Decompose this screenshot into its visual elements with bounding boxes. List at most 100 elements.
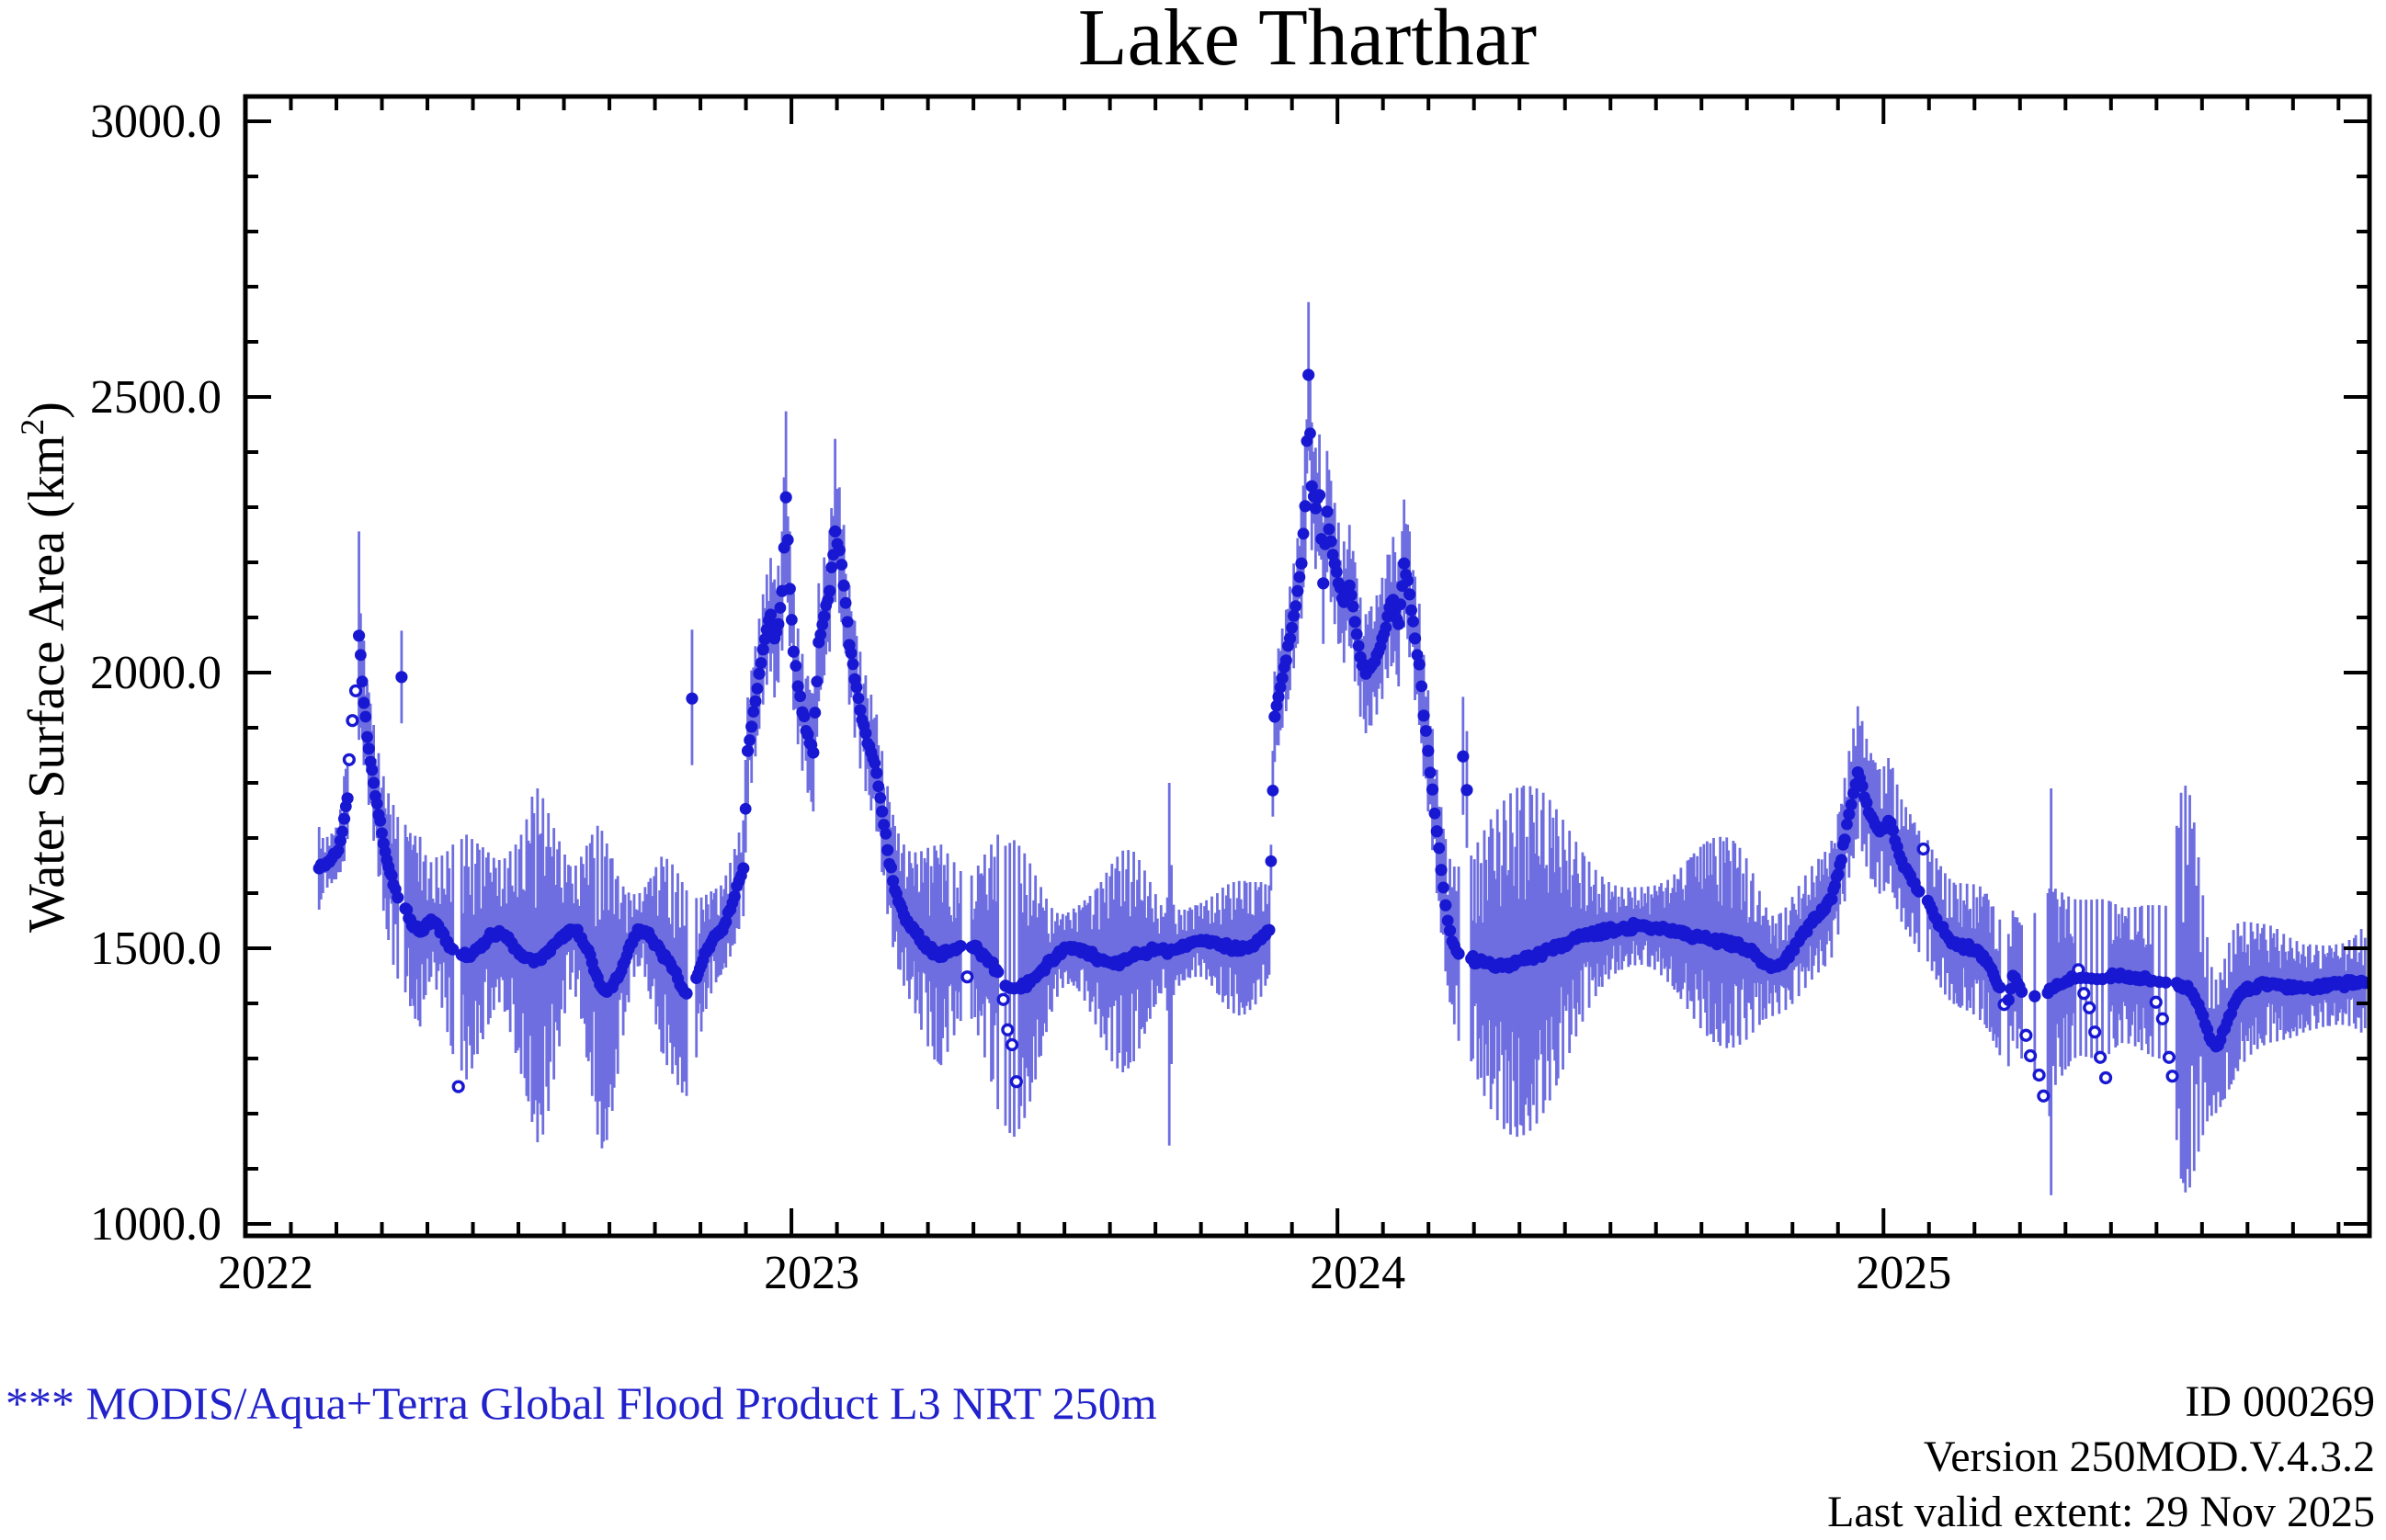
data-point bbox=[1267, 784, 1279, 797]
data-point bbox=[1422, 744, 1435, 757]
data-point bbox=[377, 837, 390, 850]
data-point bbox=[1994, 980, 2006, 994]
data-point bbox=[1332, 577, 1345, 590]
data-point bbox=[1279, 654, 1292, 667]
data-point bbox=[2197, 1009, 2210, 1022]
x-tick-label: 2025 bbox=[1856, 1247, 1951, 1299]
data-point bbox=[1819, 902, 1832, 915]
data-point bbox=[2218, 1022, 2232, 1036]
data-point bbox=[665, 962, 679, 975]
x-tick-label: 2023 bbox=[764, 1247, 859, 1299]
data-point bbox=[790, 660, 802, 673]
data-point bbox=[1825, 892, 1838, 906]
data-point bbox=[852, 692, 865, 705]
data-point bbox=[892, 895, 905, 908]
data-point bbox=[1402, 574, 1415, 587]
data-point bbox=[779, 491, 792, 504]
data-point bbox=[1323, 523, 1335, 536]
data-point bbox=[1290, 600, 1302, 613]
data-point bbox=[756, 643, 769, 656]
data-point bbox=[1832, 867, 1845, 881]
data-point bbox=[1443, 924, 1457, 937]
data-point bbox=[1786, 944, 1799, 957]
data-point bbox=[1841, 818, 1853, 831]
data-point bbox=[1891, 840, 1903, 854]
data-point bbox=[807, 746, 820, 759]
data-point bbox=[872, 780, 885, 793]
data-point bbox=[839, 596, 852, 609]
data-point bbox=[686, 692, 699, 705]
data-point bbox=[1381, 610, 1394, 623]
data-point bbox=[1921, 894, 1934, 907]
data-point bbox=[585, 956, 598, 969]
data-point bbox=[1439, 899, 1452, 912]
data-point bbox=[751, 682, 764, 695]
data-point bbox=[739, 802, 752, 815]
data-point bbox=[764, 608, 778, 621]
data-point bbox=[1860, 796, 1873, 810]
data-point bbox=[1291, 584, 1304, 597]
data-point bbox=[1845, 798, 1858, 811]
data-point bbox=[833, 544, 846, 557]
data-point-open bbox=[1005, 1037, 1019, 1052]
data-point bbox=[617, 957, 630, 970]
data-point bbox=[876, 805, 889, 818]
data-point bbox=[1268, 710, 1281, 723]
data-point-open bbox=[342, 753, 356, 766]
data-point bbox=[809, 707, 822, 719]
data-point bbox=[869, 757, 881, 769]
data-point bbox=[1417, 709, 1430, 722]
data-point bbox=[2192, 998, 2205, 1011]
y-tick-label: 3000.0 bbox=[90, 96, 222, 148]
y-axis-title-superscript: 2 bbox=[14, 418, 51, 436]
product-source-label: *** MODIS/Aqua+Terra Global Flood Produc… bbox=[6, 1377, 1157, 1429]
data-point bbox=[1426, 783, 1439, 796]
data-point-open bbox=[2165, 1070, 2179, 1083]
data-point bbox=[720, 915, 733, 928]
data-point bbox=[447, 943, 460, 956]
data-point bbox=[723, 903, 737, 916]
data-point bbox=[829, 525, 842, 538]
data-point bbox=[395, 671, 408, 684]
data-point bbox=[1286, 621, 1298, 634]
data-point-open bbox=[2098, 1070, 2113, 1085]
data-point bbox=[954, 939, 967, 953]
data-point bbox=[2200, 1023, 2214, 1036]
data-point bbox=[1312, 489, 1326, 502]
data-point bbox=[352, 629, 366, 642]
data-point-open bbox=[2032, 1068, 2046, 1082]
data-point bbox=[897, 909, 911, 922]
data-point bbox=[796, 706, 809, 719]
site-id-label: ID 000269 bbox=[2185, 1377, 2375, 1426]
data-point bbox=[1343, 579, 1356, 592]
data-point bbox=[1792, 934, 1805, 947]
data-point bbox=[358, 696, 370, 709]
data-point bbox=[2028, 990, 2041, 1002]
y-tick-label: 1500.0 bbox=[90, 923, 222, 975]
data-point bbox=[2214, 1033, 2227, 1047]
data-point bbox=[818, 610, 831, 623]
data-point-open bbox=[2083, 1001, 2096, 1014]
data-point-open bbox=[2077, 987, 2091, 1001]
data-point bbox=[2002, 993, 2015, 1006]
x-tick-label: 2024 bbox=[1310, 1247, 1405, 1299]
data-point bbox=[336, 825, 348, 838]
data-point bbox=[1430, 825, 1443, 838]
data-point bbox=[1403, 588, 1416, 601]
data-point bbox=[785, 614, 798, 626]
data-point bbox=[881, 844, 894, 856]
data-point bbox=[1321, 505, 1334, 518]
data-point bbox=[661, 953, 674, 967]
data-point bbox=[337, 812, 351, 825]
data-point-open bbox=[2155, 1012, 2169, 1025]
data-point-open bbox=[1001, 1023, 1015, 1036]
data-point bbox=[436, 925, 449, 938]
data-point bbox=[1305, 480, 1318, 493]
data-point bbox=[1302, 368, 1315, 381]
data-point bbox=[376, 827, 388, 840]
data-point bbox=[1413, 658, 1426, 671]
data-point bbox=[690, 971, 703, 984]
data-point-open bbox=[2149, 995, 2163, 1009]
data-point bbox=[1328, 557, 1341, 570]
